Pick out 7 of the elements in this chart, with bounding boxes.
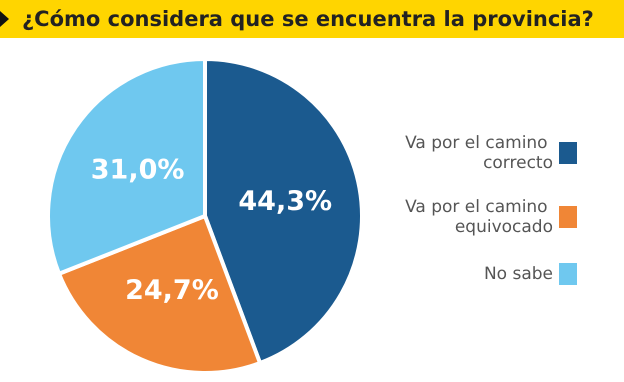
legend-label: No sabe bbox=[484, 264, 553, 284]
legend-label: Va por el camino equivocado bbox=[405, 197, 553, 237]
legend-label: Va por el camino correcto bbox=[405, 133, 553, 173]
data-label: 31,0% bbox=[90, 154, 184, 186]
data-label: 44,3% bbox=[238, 186, 332, 217]
chart-title: ¿Cómo considera que se encuentra la provincia? bbox=[22, 7, 594, 31]
data-label: 24,7% bbox=[125, 274, 219, 306]
